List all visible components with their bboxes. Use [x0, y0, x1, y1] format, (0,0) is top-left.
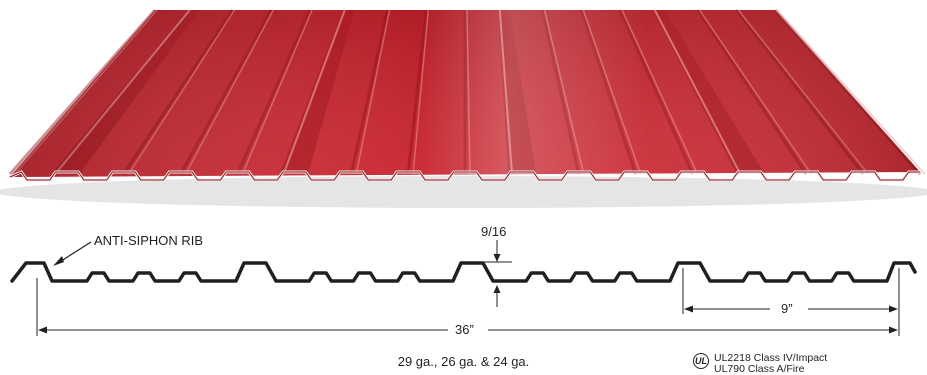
- rib-height-arrowhead-up: [493, 285, 501, 293]
- rib-spacing-arrowhead-right: [889, 305, 898, 313]
- ul-fire-rating: UL790 Class A/Fire: [714, 363, 805, 375]
- profile-outline: [10, 261, 917, 283]
- roof-panel-illustration: [0, 9, 927, 208]
- anti-siphon-leader: [57, 241, 92, 264]
- gauge-options: 29 ga., 26 ga. & 24 ga.: [397, 354, 530, 369]
- rib-spacing-label: 9”: [781, 301, 793, 316]
- coverage-width-label: 36”: [455, 322, 474, 337]
- anti-siphon-rib-label: ANTI-SIPHON RIB: [94, 233, 204, 248]
- rib-spacing-arrowhead-left: [684, 305, 693, 313]
- coverage-arrowhead-left: [38, 326, 47, 334]
- rib-height-arrowhead-down: [493, 254, 501, 262]
- ul-impact-rating: UL2218 Class IV/Impact: [714, 352, 828, 364]
- ul-certification: UL UL2218 Class IV/Impact UL790 Class A/…: [693, 353, 827, 375]
- ul-certification-text: UL2218 Class IV/Impact UL790 Class A/Fir…: [714, 353, 827, 375]
- anti-siphon-arrowhead: [53, 256, 64, 266]
- ul-logo-icon: UL: [693, 353, 709, 369]
- rib-height-label: 9/16: [481, 224, 507, 239]
- coverage-arrowhead-right: [889, 326, 898, 334]
